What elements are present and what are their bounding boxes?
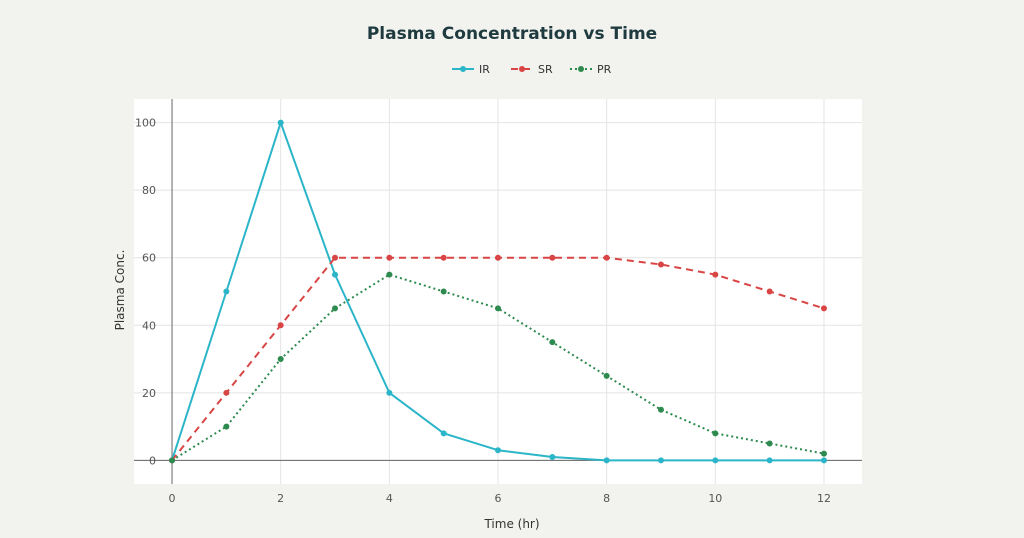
data-point-ir[interactable] xyxy=(495,447,501,454)
data-point-ir[interactable] xyxy=(766,457,773,464)
x-axis-title: Time (hr) xyxy=(483,517,539,531)
data-point-ir[interactable] xyxy=(820,457,827,464)
data-point-sr[interactable] xyxy=(332,254,339,261)
x-tick-label: 4 xyxy=(386,492,393,505)
data-point-pr[interactable] xyxy=(495,305,501,312)
y-tick-label: 80 xyxy=(142,184,156,197)
chart-title: Plasma Concentration vs Time xyxy=(367,24,657,44)
series-pr xyxy=(169,271,827,464)
data-point-sr[interactable] xyxy=(386,254,393,261)
data-point-pr[interactable] xyxy=(332,305,339,312)
legend[interactable]: IR SR PR xyxy=(452,63,612,76)
data-point-pr[interactable] xyxy=(223,423,230,430)
legend-marker-pr xyxy=(578,66,584,72)
data-point-ir[interactable] xyxy=(386,389,393,396)
data-point-pr[interactable] xyxy=(820,450,827,457)
data-point-sr[interactable] xyxy=(440,254,447,261)
data-point-ir[interactable] xyxy=(277,119,284,126)
legend-item-pr[interactable]: PR xyxy=(570,63,612,76)
data-point-sr[interactable] xyxy=(820,305,827,312)
x-tick-label: 2 xyxy=(277,492,284,505)
tick-labels: 0 2 4 6 8 10 12 0 20 40 60 80 100 xyxy=(135,117,831,505)
data-point-pr[interactable] xyxy=(440,288,447,295)
data-point-sr[interactable] xyxy=(657,261,664,268)
data-point-ir[interactable] xyxy=(657,457,664,464)
legend-marker-sr xyxy=(519,66,525,72)
legend-item-sr[interactable]: SR xyxy=(511,63,553,76)
y-tick-label: 40 xyxy=(142,319,156,332)
data-point-ir[interactable] xyxy=(712,457,719,464)
data-point-pr[interactable] xyxy=(766,440,773,447)
data-point-pr[interactable] xyxy=(386,271,393,278)
series-group xyxy=(169,119,827,464)
data-point-pr[interactable] xyxy=(169,457,176,464)
data-point-sr[interactable] xyxy=(712,271,719,278)
data-point-sr[interactable] xyxy=(495,254,501,261)
data-point-sr[interactable] xyxy=(223,389,230,396)
legend-label-ir: IR xyxy=(479,63,490,76)
data-point-sr[interactable] xyxy=(603,254,610,261)
data-point-pr[interactable] xyxy=(549,339,556,346)
x-tick-label: 12 xyxy=(817,492,831,505)
x-tick-label: 0 xyxy=(169,492,176,505)
series-ir xyxy=(169,119,827,464)
data-point-ir[interactable] xyxy=(440,430,447,437)
x-tick-label: 8 xyxy=(603,492,610,505)
data-point-pr[interactable] xyxy=(603,372,610,379)
data-point-pr[interactable] xyxy=(657,406,664,413)
y-tick-label: 100 xyxy=(135,117,156,130)
data-point-ir[interactable] xyxy=(603,457,610,464)
data-point-pr[interactable] xyxy=(712,430,719,437)
data-point-ir[interactable] xyxy=(223,288,230,295)
x-tick-label: 10 xyxy=(708,492,722,505)
data-point-sr[interactable] xyxy=(277,322,284,329)
data-point-ir[interactable] xyxy=(332,271,339,278)
legend-label-pr: PR xyxy=(597,63,612,76)
data-point-ir[interactable] xyxy=(549,453,556,460)
data-point-pr[interactable] xyxy=(277,356,284,363)
x-tick-label: 6 xyxy=(495,492,502,505)
y-tick-label: 0 xyxy=(149,454,156,467)
y-axis-title: Plasma Conc. xyxy=(113,250,127,331)
legend-label-sr: SR xyxy=(538,63,553,76)
legend-marker-ir xyxy=(460,66,466,72)
legend-item-ir[interactable]: IR xyxy=(452,63,490,76)
data-point-sr[interactable] xyxy=(549,254,556,261)
y-tick-label: 60 xyxy=(142,252,156,265)
y-tick-label: 20 xyxy=(142,387,156,400)
data-point-sr[interactable] xyxy=(766,288,773,295)
